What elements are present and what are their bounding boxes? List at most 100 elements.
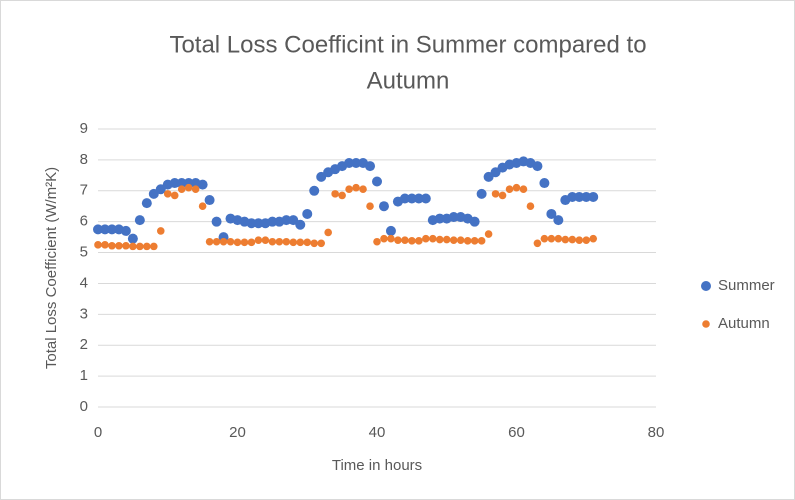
point: [345, 185, 353, 194]
x-tick-label: 40: [369, 424, 386, 441]
point: [372, 176, 382, 187]
point: [289, 238, 298, 247]
point: [449, 236, 458, 244]
point: [387, 234, 395, 243]
point: [553, 215, 564, 226]
point: [582, 236, 591, 244]
legend-marker: [702, 320, 710, 328]
point: [247, 238, 256, 247]
point: [204, 195, 215, 206]
point: [568, 235, 577, 244]
point: [365, 161, 376, 172]
point: [268, 237, 277, 246]
point: [533, 239, 542, 248]
y-tick-label: 6: [80, 213, 88, 230]
point: [246, 218, 257, 229]
point: [589, 234, 598, 243]
point: [567, 191, 578, 202]
point: [254, 236, 263, 244]
point: [546, 208, 557, 219]
point: [211, 216, 222, 227]
point: [93, 224, 103, 235]
point: [469, 216, 480, 227]
x-tick-label: 60: [508, 424, 525, 441]
point: [115, 241, 123, 250]
point: [539, 178, 550, 189]
point: [233, 238, 242, 247]
point: [574, 191, 585, 202]
chart-title: Total Loss Coefficint in Summer compared…: [169, 31, 646, 58]
point: [120, 225, 131, 236]
point: [122, 241, 130, 250]
point: [519, 185, 528, 194]
point: [359, 185, 367, 194]
point: [406, 193, 417, 204]
x-axis-label: Time in hours: [332, 457, 422, 474]
point: [127, 233, 138, 244]
chart-title-line2: Autumn: [367, 67, 450, 94]
point: [378, 201, 389, 212]
point: [136, 242, 144, 251]
point: [434, 213, 445, 224]
point: [448, 212, 459, 223]
y-tick-label: 1: [80, 367, 88, 384]
point: [275, 237, 284, 246]
point: [338, 191, 346, 200]
point: [435, 235, 444, 244]
point: [456, 236, 465, 244]
point: [302, 208, 313, 219]
point: [324, 228, 332, 237]
point: [267, 216, 278, 227]
point: [399, 193, 410, 204]
point: [94, 241, 102, 249]
point: [282, 237, 291, 246]
y-tick-label: 7: [80, 182, 88, 199]
y-tick-label: 5: [80, 244, 88, 261]
point: [526, 202, 535, 211]
point: [150, 242, 158, 251]
point: [351, 157, 362, 168]
point: [99, 224, 110, 235]
point: [177, 185, 186, 194]
point: [261, 236, 270, 244]
point: [352, 183, 360, 192]
x-tick-label: 0: [94, 424, 102, 441]
point: [205, 237, 214, 246]
point: [170, 191, 179, 200]
y-tick-label: 3: [80, 305, 88, 322]
point: [422, 234, 430, 243]
point: [163, 190, 172, 198]
point: [198, 202, 207, 211]
point: [415, 237, 423, 245]
point: [226, 237, 235, 246]
point: [476, 188, 487, 199]
point: [470, 237, 479, 245]
point: [344, 157, 355, 168]
point: [420, 193, 431, 204]
x-tick-label: 80: [648, 424, 665, 441]
point: [385, 225, 396, 236]
point: [540, 234, 549, 243]
point: [477, 237, 486, 245]
point: [442, 235, 451, 244]
point: [296, 238, 305, 247]
y-tick-label: 2: [80, 336, 88, 353]
point: [331, 190, 339, 198]
point: [143, 242, 151, 251]
point: [106, 224, 117, 235]
point: [309, 185, 320, 196]
point: [484, 230, 493, 238]
legend-marker: [701, 281, 711, 291]
point: [169, 178, 180, 189]
point: [373, 237, 381, 246]
point: [184, 183, 193, 192]
point: [129, 242, 137, 251]
legend-label: Autumn: [718, 315, 770, 332]
point: [401, 236, 409, 244]
point: [581, 191, 592, 202]
point: [588, 191, 599, 202]
point: [505, 185, 514, 194]
point: [317, 239, 326, 248]
point: [408, 237, 416, 245]
